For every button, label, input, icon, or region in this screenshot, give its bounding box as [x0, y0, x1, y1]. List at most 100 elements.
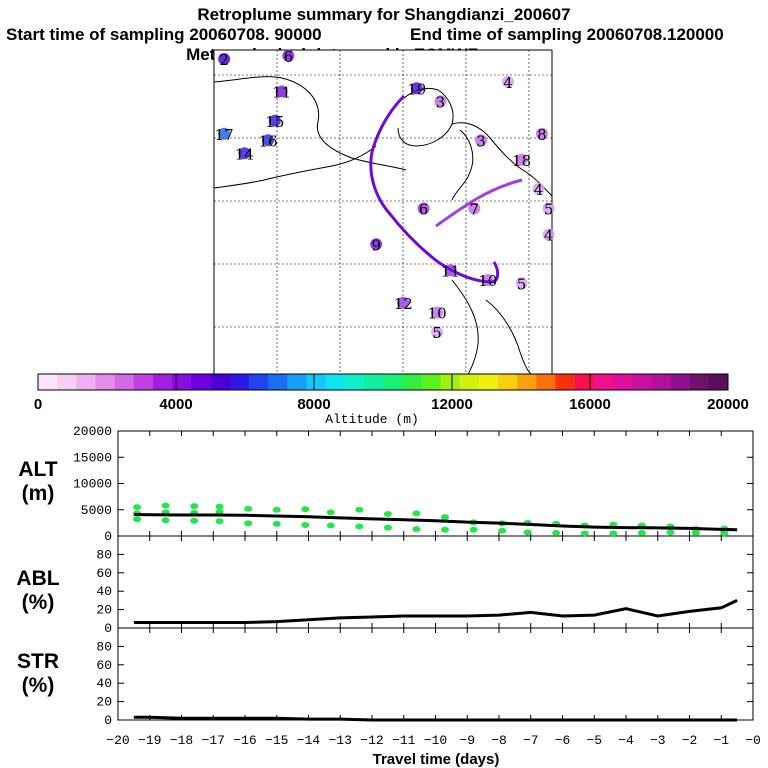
x-tick-label: −7 — [523, 733, 539, 748]
plume-particle-dot — [417, 202, 430, 215]
coastline-peninsula — [213, 145, 377, 189]
str-panel-frame — [117, 627, 754, 721]
x-tick-label: −20 — [106, 733, 129, 748]
plume-particle-dot — [431, 326, 444, 338]
map-day-label: 3 — [476, 132, 486, 150]
plume-particle-dot — [268, 114, 281, 127]
plume-particle-dot — [515, 153, 528, 166]
plume-particle-dot — [542, 202, 555, 215]
y-tick-label: 40 — [96, 676, 112, 691]
plume-particle-dot — [218, 127, 231, 140]
alt-particle-point — [272, 520, 281, 527]
colorbar-swatch — [498, 374, 518, 390]
colorbar-swatch — [536, 374, 556, 390]
plume-particle-dot — [431, 306, 444, 319]
x-tick-label: −4 — [618, 733, 634, 748]
plume-particle-dot — [410, 82, 423, 95]
colorbar-swatch — [593, 374, 614, 390]
colorbar-swatch — [689, 374, 710, 390]
plume-particle-dot — [262, 134, 275, 147]
alt-particle-point — [355, 506, 364, 513]
abl-panel-label: ABL — [16, 567, 59, 590]
alt-particle-point — [637, 529, 646, 536]
map-day-label: 5 — [517, 275, 527, 293]
chart-title: Retroplume summary for Shangdianzi_20060… — [197, 5, 570, 24]
alt-particle-point — [383, 524, 392, 531]
map-day-label: 5 — [544, 201, 554, 219]
alt-particle-point — [441, 526, 450, 533]
plume-particle-dot — [475, 134, 488, 147]
y-tick-label: 0 — [104, 621, 112, 636]
colorbar-swatch — [76, 374, 96, 390]
alt-particle-point — [161, 502, 170, 509]
x-tick-label: −2 — [682, 733, 698, 748]
colorbar-swatch — [57, 374, 77, 390]
alt-particle-point — [441, 514, 450, 521]
alt-particle-point — [609, 530, 618, 537]
str-panel-label: STR — [17, 650, 59, 673]
map-day-label: 10 — [428, 305, 447, 323]
colorbar-swatch — [248, 374, 269, 390]
alt-particle-point — [244, 520, 253, 527]
y-tick-label: 20 — [96, 603, 112, 618]
colorbar-tick-label: 4000 — [159, 396, 192, 413]
colorbar-swatch — [632, 374, 652, 390]
alt-panel-label: ALT — [18, 458, 57, 481]
str-panel-unit: (%) — [22, 674, 55, 697]
map-day-label: 12 — [394, 295, 413, 313]
colorbar-swatches — [38, 374, 729, 390]
colorbar-tick-label: 20000 — [707, 396, 749, 413]
coastlines — [213, 76, 553, 376]
colorbar-swatch — [708, 374, 729, 390]
y-axis-ticks: 0 5000 10000 15000 20000 0 20 40 60 80 0 20 40 60 80 — [73, 424, 753, 728]
map-day-label: 7 — [469, 201, 479, 219]
plume-branch-track — [435, 178, 523, 228]
x-axis-title: Travel time (days) — [373, 751, 500, 768]
colorbar-swatch — [459, 374, 480, 390]
plume-particle-dot — [532, 183, 545, 195]
x-tick-label: −14 — [297, 733, 321, 748]
alt-particle-point — [190, 517, 199, 524]
map-day-label: 9 — [371, 236, 381, 254]
colorbar-swatch — [38, 374, 58, 390]
alt-particle-point — [498, 527, 507, 534]
y-tick-label: 5000 — [81, 503, 112, 518]
alt-panel-frame — [117, 430, 754, 537]
alt-particle-point — [523, 529, 532, 536]
start-time-label: Start time of sampling 20060708. 90000 — [6, 25, 322, 44]
alt-panel-unit: (m) — [22, 482, 55, 505]
map-day-label: 16 — [259, 132, 278, 150]
y-tick-label: 40 — [96, 584, 112, 599]
colorbar-label: Altitude (m) — [325, 412, 419, 427]
map-day-label: 15 — [265, 113, 284, 131]
alt-particle-point — [133, 504, 142, 511]
y-tick-label: 20000 — [73, 424, 112, 439]
x-tick-label: −5 — [586, 733, 602, 748]
colorbar-swatch — [172, 374, 192, 390]
x-tick-label: −13 — [329, 733, 352, 748]
plume-particle-dot — [238, 147, 251, 160]
x-tick-label: −12 — [360, 733, 383, 748]
colorbar-swatch — [95, 374, 116, 390]
coastline-north — [213, 76, 407, 171]
map-day-label: 11 — [441, 262, 460, 280]
x-tick-label: −1 — [713, 733, 729, 748]
colorbar-swatch — [210, 374, 231, 390]
plume-particle-dot — [502, 75, 515, 88]
colorbar-swatch — [287, 374, 307, 390]
plume-particle-dot — [397, 296, 410, 309]
colorbar-tick-label: 16000 — [569, 396, 611, 413]
colorbar-swatch — [229, 374, 250, 390]
map-day-label: 4 — [503, 74, 513, 92]
abl-line — [133, 599, 738, 624]
alt-particle-points — [133, 502, 729, 537]
colorbar-swatch — [440, 374, 461, 390]
alt-particle-point — [326, 509, 335, 516]
alt-particle-point — [272, 506, 281, 513]
alt-particle-point — [133, 516, 142, 523]
y-tick-label: 20 — [96, 695, 112, 710]
map-day-label: 2 — [219, 51, 229, 69]
